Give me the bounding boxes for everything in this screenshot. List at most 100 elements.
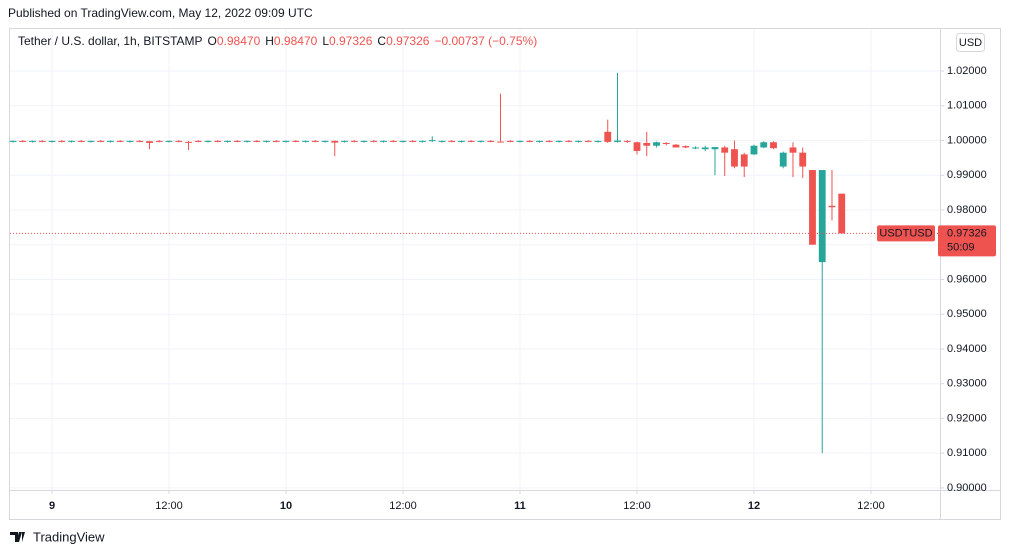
candle-body bbox=[828, 205, 836, 208]
legend-header: Tether / U.S. dollar, 1h, BITSTAMP O0.984… bbox=[18, 34, 537, 48]
y-tick-label: 1.02000 bbox=[947, 65, 987, 77]
candle-body bbox=[68, 140, 75, 142]
candle-body bbox=[623, 140, 631, 142]
x-tick-label: 9 bbox=[49, 500, 55, 512]
candle-body bbox=[272, 140, 280, 142]
candle-body bbox=[643, 142, 651, 146]
candle-body bbox=[292, 140, 300, 142]
candle-body bbox=[389, 140, 397, 142]
candle-body bbox=[536, 140, 543, 142]
candle-body bbox=[38, 140, 46, 142]
ohlc-key: L bbox=[322, 34, 329, 48]
logo-icon bbox=[10, 532, 25, 542]
candle-body bbox=[506, 140, 514, 142]
candle-body bbox=[662, 142, 670, 144]
y-tick-label: 0.90000 bbox=[947, 482, 987, 494]
candle-body bbox=[155, 140, 163, 142]
candles bbox=[9, 72, 940, 454]
candle-body bbox=[711, 147, 719, 150]
candle-body bbox=[370, 140, 378, 142]
y-tick-label: 0.98000 bbox=[947, 204, 987, 216]
footer-logo: TradingView bbox=[10, 529, 105, 544]
y-tick-label: 0.91000 bbox=[947, 447, 987, 459]
candle-body bbox=[653, 142, 660, 146]
y-tick-label: 1.00000 bbox=[947, 134, 987, 146]
candle-body bbox=[448, 140, 456, 142]
symbol-label: USDTUSD bbox=[879, 227, 932, 239]
ohlc-key: H bbox=[265, 34, 274, 48]
ohlc-value: 0.98470 bbox=[274, 34, 318, 48]
price-label: 0.97326 bbox=[947, 227, 987, 239]
candle-body bbox=[779, 152, 787, 167]
y-tick-label: 0.96000 bbox=[947, 273, 987, 285]
candle-body bbox=[458, 140, 465, 142]
candle-body bbox=[311, 140, 319, 142]
candle-body bbox=[253, 140, 261, 142]
candle-body bbox=[477, 140, 485, 142]
candle-body bbox=[584, 140, 592, 142]
x-tick-label: 12:00 bbox=[155, 500, 183, 512]
candle-body bbox=[789, 147, 797, 153]
candle-body bbox=[672, 144, 680, 148]
candle-body bbox=[818, 170, 826, 263]
candle-body bbox=[116, 140, 124, 142]
grid bbox=[10, 29, 940, 490]
candle-body bbox=[19, 140, 27, 142]
candle-body bbox=[428, 140, 436, 142]
x-tick-label: 11 bbox=[514, 500, 526, 512]
candle-body bbox=[614, 140, 621, 142]
footer-brand: TradingView bbox=[33, 529, 105, 544]
candle-body bbox=[526, 140, 534, 142]
candle-body bbox=[516, 140, 524, 142]
y-tick-label: 0.99000 bbox=[947, 169, 987, 181]
candle-body bbox=[204, 140, 212, 142]
y-tick-label: 0.93000 bbox=[947, 378, 987, 390]
candle-body bbox=[750, 145, 758, 155]
currency-button[interactable] bbox=[956, 33, 985, 52]
candle-body bbox=[243, 140, 251, 142]
countdown-label: 50:09 bbox=[947, 241, 975, 253]
candle-body bbox=[107, 140, 114, 142]
candle-body bbox=[233, 140, 241, 142]
ohlc-value: 0.97326 bbox=[386, 34, 430, 48]
candle-body bbox=[97, 140, 105, 142]
candle-body bbox=[565, 140, 573, 142]
currency-label[interactable]: USD bbox=[959, 37, 982, 49]
candle-body bbox=[194, 140, 202, 142]
candle-body bbox=[380, 140, 387, 142]
chart-frame bbox=[9, 28, 1001, 520]
candle-body bbox=[185, 141, 192, 143]
candle-body bbox=[126, 140, 134, 142]
candle-body bbox=[341, 140, 348, 142]
candle-body bbox=[760, 142, 768, 148]
candle-body bbox=[770, 142, 777, 149]
candle-body bbox=[487, 140, 495, 142]
ohlc-value: 0.97326 bbox=[329, 34, 373, 48]
y-tick-label: 0.92000 bbox=[947, 412, 987, 424]
candle-body bbox=[399, 140, 407, 142]
candle-body bbox=[731, 149, 738, 167]
candle-body bbox=[9, 140, 17, 142]
candle-body bbox=[740, 154, 748, 167]
candle-body bbox=[29, 140, 36, 142]
x-tick-label: 12:00 bbox=[857, 500, 885, 512]
axes: 0.90000 0.91000 0.92000 0.93000 0.94000 0.950… bbox=[49, 65, 996, 512]
candle-body bbox=[282, 140, 290, 142]
candle-body bbox=[360, 140, 368, 142]
candle-body bbox=[467, 140, 475, 142]
candle-body bbox=[331, 140, 339, 143]
y-tick-label: 0.94000 bbox=[947, 343, 987, 355]
y-tick-label: 0.95000 bbox=[947, 308, 987, 320]
candle-body bbox=[799, 152, 807, 167]
candle-body bbox=[438, 140, 446, 142]
candle-body bbox=[419, 140, 426, 142]
ohlc-value: 0.98470 bbox=[217, 34, 261, 48]
candle-body bbox=[701, 147, 709, 150]
candle-body bbox=[838, 193, 846, 234]
ohlc-key: C bbox=[377, 34, 386, 48]
candle-body bbox=[224, 140, 231, 142]
candle-body bbox=[497, 141, 504, 143]
candle-body bbox=[302, 140, 309, 142]
